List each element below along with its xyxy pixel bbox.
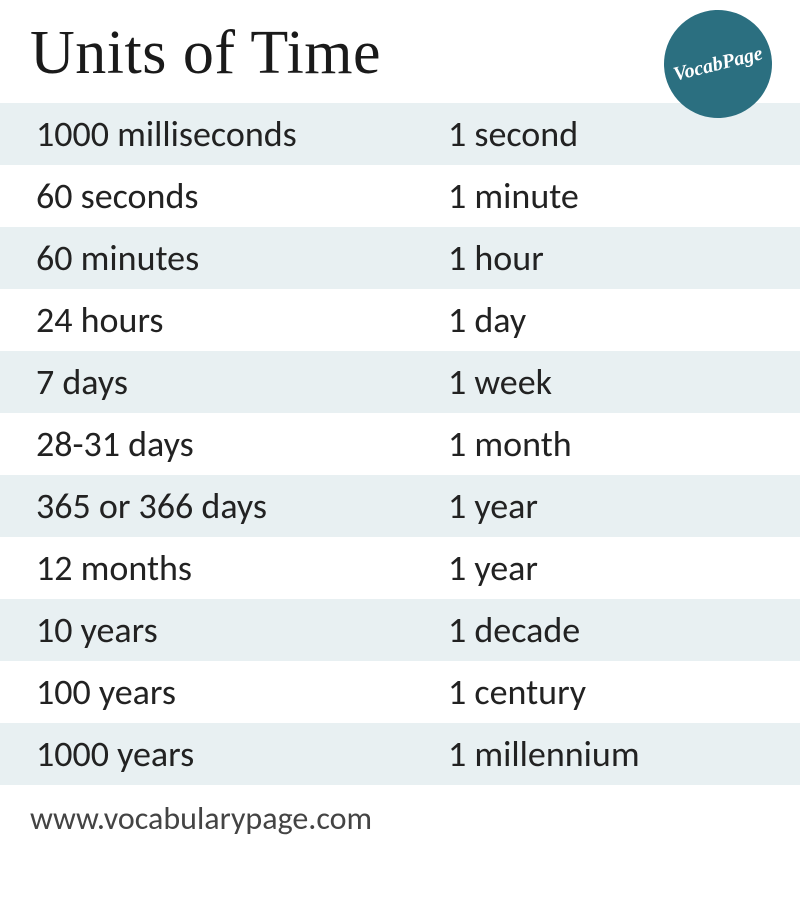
cell-right: 1 year (440, 546, 800, 590)
table-row: 24 hours1 day (0, 289, 800, 351)
table-row: 10 years1 decade (0, 599, 800, 661)
cell-left: 24 hours (0, 298, 440, 342)
table-row: 12 months1 year (0, 537, 800, 599)
cell-left: 1000 years (0, 732, 440, 776)
table-row: 365 or 366 days1 year (0, 475, 800, 537)
cell-right: 1 month (440, 422, 800, 466)
cell-right: 1 week (440, 360, 800, 404)
cell-left: 60 seconds (0, 174, 440, 218)
table-row: 1000 years1 millennium (0, 723, 800, 785)
table-row: 60 seconds1 minute (0, 165, 800, 227)
cell-right: 1 century (440, 670, 800, 714)
cell-right: 1 millennium (440, 732, 800, 776)
footer-url: www.vocabularypage.com (0, 785, 800, 838)
cell-left: 60 minutes (0, 236, 440, 280)
cell-left: 100 years (0, 670, 440, 714)
cell-right: 1 minute (440, 174, 800, 218)
header: Units of Time VocabPage (0, 0, 800, 103)
table-row: 60 minutes1 hour (0, 227, 800, 289)
cell-right: 1 year (440, 484, 800, 528)
page-title: Units of Time (30, 18, 770, 89)
cell-right: 1 day (440, 298, 800, 342)
cell-left: 1000 milliseconds (0, 112, 440, 156)
cell-left: 12 months (0, 546, 440, 590)
cell-left: 10 years (0, 608, 440, 652)
table-row: 100 years1 century (0, 661, 800, 723)
table-row: 7 days1 week (0, 351, 800, 413)
cell-right: 1 second (440, 112, 800, 156)
table-row: 28-31 days1 month (0, 413, 800, 475)
cell-left: 28-31 days (0, 422, 440, 466)
cell-left: 365 or 366 days (0, 484, 440, 528)
cell-right: 1 hour (440, 236, 800, 280)
table-row: 1000 milliseconds1 second (0, 103, 800, 165)
cell-left: 7 days (0, 360, 440, 404)
units-table: 1000 milliseconds1 second60 seconds1 min… (0, 103, 800, 785)
infographic-container: Units of Time VocabPage 1000 millisecond… (0, 0, 800, 897)
logo-badge-text: VocabPage (671, 43, 764, 84)
cell-right: 1 decade (440, 608, 800, 652)
